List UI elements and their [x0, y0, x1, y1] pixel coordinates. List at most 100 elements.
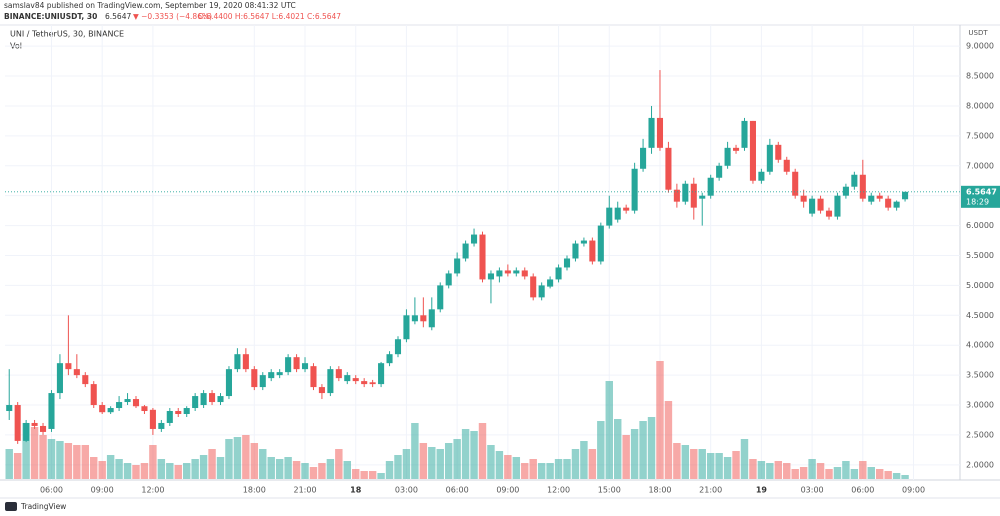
candle-body — [673, 189, 680, 202]
candle-body — [192, 396, 199, 409]
x-tick-label: 12:00 — [547, 486, 570, 495]
volume-bar — [267, 457, 275, 479]
candle-body — [732, 147, 740, 151]
volume-bar — [656, 361, 664, 479]
candle-body — [124, 399, 131, 403]
volume-bar — [487, 445, 495, 479]
candle-body — [851, 174, 858, 187]
volume-bar — [377, 473, 385, 479]
y-tick-label: 6.0000 — [966, 221, 994, 230]
x-tick-label: 15:00 — [598, 486, 621, 495]
volume-bar — [411, 423, 419, 479]
brand-logo — [5, 502, 17, 511]
candle-body — [259, 375, 266, 388]
candle-body — [445, 273, 452, 286]
candle-body — [369, 382, 376, 385]
volume-bar — [90, 457, 98, 479]
volume-bar — [715, 453, 723, 479]
candle-body — [175, 411, 182, 414]
volume-bar — [242, 435, 250, 479]
volume-bar — [30, 427, 39, 479]
candle-body — [834, 195, 841, 217]
candle-body — [14, 405, 21, 441]
candle-body — [301, 363, 309, 370]
candle-body — [200, 393, 207, 406]
y-tick-label: 3.5000 — [966, 371, 994, 380]
candles — [6, 70, 909, 444]
volume-bar — [22, 423, 30, 479]
y-tick-label: 5.5000 — [966, 251, 994, 260]
x-tick-label: 03:00 — [801, 486, 824, 495]
volume-bar — [157, 459, 166, 479]
volume-bar — [757, 461, 766, 479]
last-price-box — [961, 185, 1000, 208]
volume-bar — [563, 459, 571, 479]
candle-body — [209, 393, 216, 403]
volume-bar — [64, 443, 73, 479]
candle-body — [65, 363, 72, 370]
volume-bar — [690, 449, 698, 479]
volume-bar — [892, 473, 901, 479]
candle-body — [225, 369, 233, 397]
candle-body — [580, 240, 587, 244]
candle-body — [217, 396, 224, 403]
volume-bar — [343, 461, 351, 479]
volume-bar — [706, 453, 715, 479]
y-tick-label: 5.0000 — [966, 281, 994, 290]
volume-bar — [537, 463, 546, 479]
candle-body — [116, 402, 123, 409]
volume-bar — [791, 469, 799, 479]
candle-body — [454, 258, 461, 274]
candle-body — [842, 186, 849, 196]
volume-bar — [850, 469, 859, 479]
y-tick-label: 7.5000 — [966, 131, 994, 140]
volume-bar — [436, 449, 444, 479]
candle-body — [758, 171, 765, 181]
legend-title: UNI / TetherUS, 30, BINANCE — [10, 30, 124, 39]
volume-bar — [901, 475, 909, 479]
candle-body — [6, 405, 13, 412]
candle-body — [437, 285, 444, 310]
candle-body — [547, 279, 554, 287]
y-tick-label: 2.0000 — [966, 460, 994, 469]
volume-bar — [428, 447, 436, 479]
volume-bar — [402, 449, 411, 479]
candle-body — [606, 207, 613, 226]
candle-body — [31, 422, 38, 426]
volume-bar — [774, 461, 783, 479]
x-tick-label: 09:00 — [91, 486, 114, 495]
candle-body — [48, 393, 55, 429]
candle-body — [487, 273, 494, 280]
candle-body — [690, 183, 697, 208]
volume-bar — [216, 457, 225, 479]
y-tick-label: 4.0000 — [966, 341, 994, 350]
volume-bar — [233, 437, 242, 479]
published-line: samslav84 published on TradingView.com, … — [4, 1, 296, 10]
candle-body — [521, 270, 528, 277]
candle-body — [783, 159, 790, 172]
volume-bar — [681, 445, 690, 479]
volume-bar — [166, 463, 174, 479]
countdown: 18:29 — [966, 197, 989, 206]
x-tick-label: 21:00 — [699, 486, 722, 495]
candle-body — [166, 411, 173, 423]
candle-body — [631, 168, 638, 211]
volume-bar — [208, 449, 216, 479]
candle-body — [479, 234, 486, 280]
candle-body — [386, 354, 393, 364]
candle-body — [859, 174, 866, 199]
volume-bar — [149, 445, 157, 479]
y-tick-label: 9.0000 — [966, 42, 994, 51]
volume-bar — [444, 443, 453, 479]
volume-bar — [250, 443, 259, 479]
y-tick-label: 2.5000 — [966, 430, 994, 439]
volume-bar — [225, 439, 233, 479]
candle-body — [902, 191, 909, 200]
volume-bar — [123, 463, 132, 479]
candle-body — [572, 243, 579, 259]
y-tick-label: 8.0000 — [966, 101, 994, 110]
volume-bar — [799, 467, 808, 479]
candle-body — [310, 366, 317, 388]
volume-bar — [259, 449, 267, 479]
